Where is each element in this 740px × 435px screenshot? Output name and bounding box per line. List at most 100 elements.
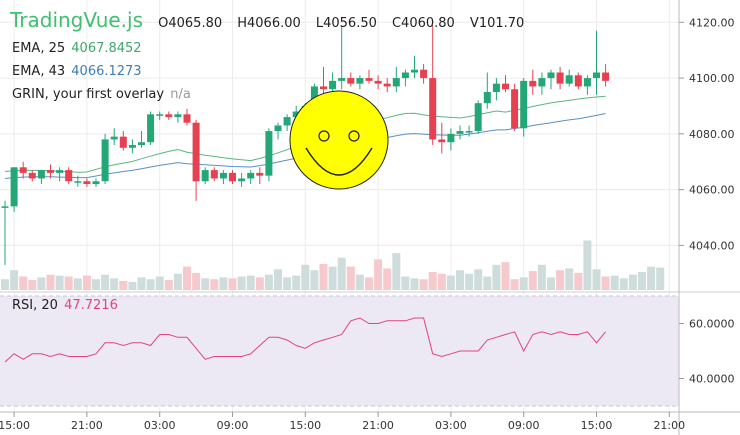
candle-body	[356, 78, 364, 84]
legend-rsi[interactable]: RSI, 20 47.7216	[12, 298, 118, 313]
volume-bar	[46, 274, 55, 290]
candle-body	[92, 181, 100, 185]
candle-body	[37, 170, 45, 179]
volume-bar	[210, 279, 219, 290]
volume-bar	[638, 272, 646, 290]
candle-body	[229, 172, 236, 182]
volume-bar	[28, 280, 37, 290]
volume-bar	[110, 278, 119, 290]
candle-body	[538, 78, 546, 87]
volume-bar	[446, 275, 455, 290]
volume-bar	[201, 278, 210, 290]
volume-bar	[119, 281, 128, 290]
candle-body	[565, 75, 573, 84]
volume-bar	[456, 270, 464, 290]
volume-bar	[428, 272, 437, 290]
volume-bar	[510, 279, 519, 290]
candle-body	[456, 131, 464, 134]
volume-bar	[73, 278, 82, 290]
candle-body	[338, 78, 346, 81]
volume-bar	[255, 277, 264, 290]
ohlc-low: L4056.50	[315, 16, 377, 31]
header: TradingVue.js O4065.80 H4066.00 L4056.50…	[10, 8, 534, 32]
legend-rsi-name: RSI, 20	[12, 298, 58, 313]
candle-body	[201, 170, 209, 182]
candle-body	[101, 139, 109, 182]
volume-bar	[274, 269, 282, 290]
volume-bar	[146, 279, 155, 290]
volume-bar	[656, 267, 665, 290]
candle-body	[65, 170, 73, 182]
candle-body	[574, 75, 582, 87]
candle-body	[247, 172, 255, 179]
volume-bar	[565, 268, 574, 290]
volume-bar	[355, 274, 364, 290]
volume-bar	[283, 277, 292, 290]
volume-bar	[492, 264, 501, 290]
price-axis-label: 4100.00	[689, 72, 735, 85]
time-axis-label: 15:00	[0, 419, 30, 432]
candle-body	[374, 80, 382, 84]
price-axis-label: 4120.00	[689, 16, 735, 29]
grin-left-eye	[318, 130, 330, 142]
candle-body	[210, 170, 218, 179]
volume-bar	[574, 272, 583, 290]
time-axis-label: 09:00	[217, 419, 249, 432]
candle-body	[511, 89, 519, 129]
legend-grin-value: n/a	[170, 87, 191, 102]
volume-bar	[474, 269, 483, 290]
legend-grin[interactable]: GRIN, your first overlay n/a	[12, 87, 191, 102]
candle-body	[256, 172, 264, 176]
candle-body	[520, 80, 528, 129]
volume-bar	[37, 277, 46, 290]
volume-bar	[501, 262, 510, 290]
legend-grin-name: GRIN, your first overlay	[12, 87, 165, 102]
ohlc-close: C4060.80	[391, 16, 455, 31]
time-axis-label: 21:00	[71, 419, 103, 432]
candle-body	[110, 136, 118, 140]
legend-ema-43[interactable]: EMA, 43 4066.1273	[12, 64, 142, 79]
volume-bar	[374, 259, 383, 290]
candle-body	[74, 181, 82, 183]
volume-bar	[610, 275, 619, 290]
volume-bar	[392, 253, 401, 290]
legend-ema-25[interactable]: EMA, 25 4067.8452	[12, 41, 142, 56]
volume-bar	[465, 273, 474, 290]
volume-bar	[383, 268, 392, 290]
volume-bar	[1, 279, 9, 290]
volume-bar	[547, 277, 555, 290]
candle-body	[47, 170, 54, 173]
volume-bar	[410, 278, 419, 290]
candle-body	[138, 142, 145, 145]
volume-bar	[246, 275, 255, 290]
candle-body	[529, 80, 537, 87]
volume-bar	[310, 270, 319, 290]
candle-body	[383, 83, 391, 87]
rsi-axis-label: 40.0000	[689, 373, 735, 386]
volume-bar	[101, 274, 110, 290]
volume-bar	[483, 276, 492, 290]
rsi-axis-label: 60.0000	[689, 318, 735, 331]
volume-bar	[328, 266, 337, 290]
candle-body	[438, 139, 446, 143]
volume-bar	[92, 279, 100, 290]
legend-rsi-value: 47.7216	[64, 298, 118, 313]
volume-bar	[647, 266, 656, 290]
legend-ema-43-value: 4066.1273	[71, 64, 142, 79]
candle-body	[556, 72, 564, 84]
volume-bar	[537, 264, 546, 290]
ohlc-high: H4066.00	[237, 16, 301, 31]
volume-bar	[437, 273, 446, 290]
volume-bar	[19, 276, 28, 290]
volume-bar	[346, 266, 355, 290]
volume-bar	[128, 281, 137, 290]
volume-bar	[219, 277, 228, 290]
price-axis-label: 4040.00	[689, 239, 735, 252]
legend-ema-25-name: EMA, 25	[12, 41, 66, 56]
volume-bar	[556, 270, 565, 290]
rsi-line	[4, 317, 606, 363]
candle-body	[147, 114, 155, 143]
volume-bar	[183, 266, 191, 290]
volume-bar	[519, 277, 528, 290]
